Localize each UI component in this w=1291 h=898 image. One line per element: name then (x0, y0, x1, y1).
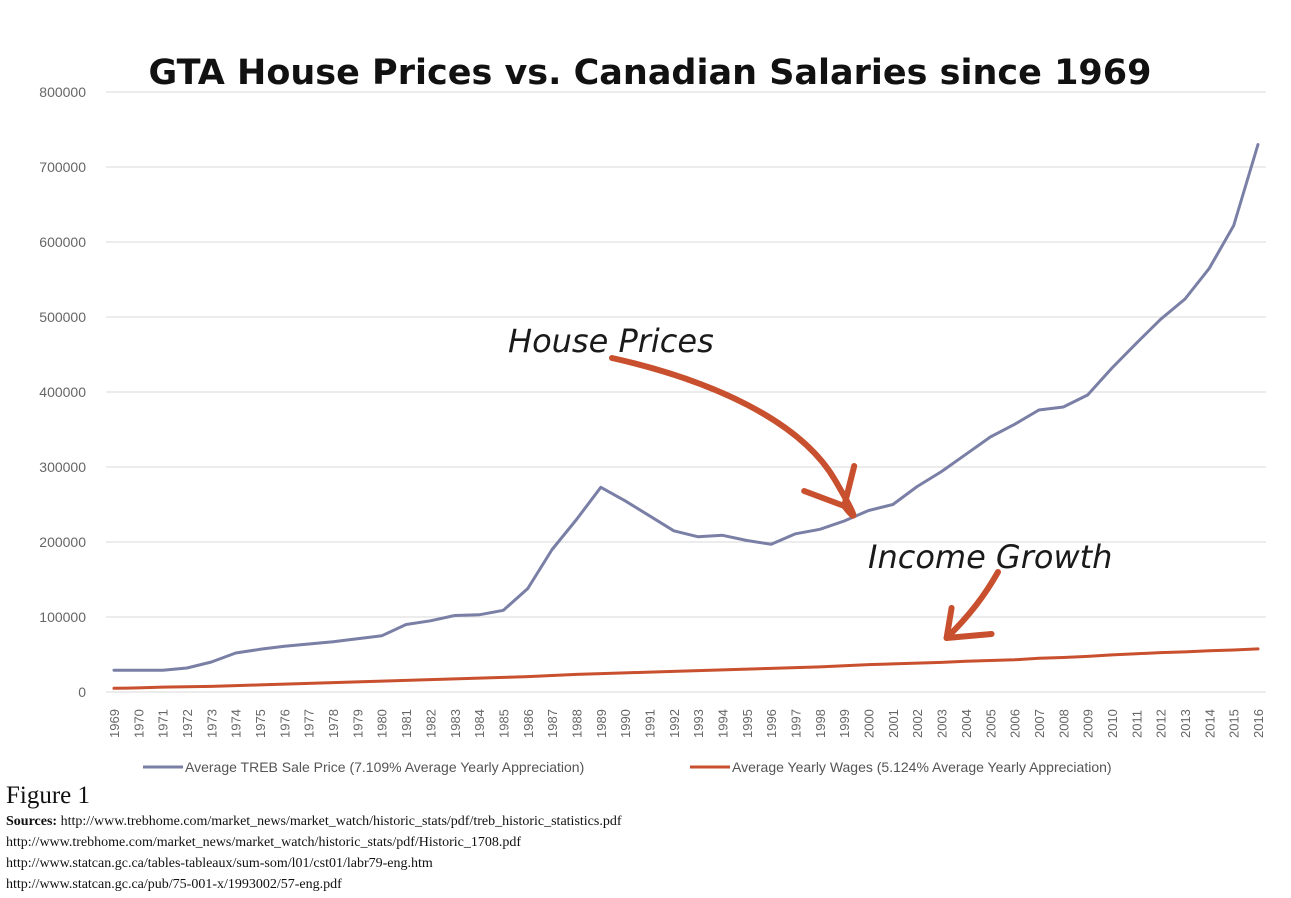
x-tick-label-1989: 1989 (594, 709, 609, 738)
x-tick-label-1975: 1975 (253, 709, 268, 738)
x-tick-label-1993: 1993 (691, 709, 706, 738)
chart-title: GTA House Prices vs. Canadian Salaries s… (149, 53, 1152, 93)
annotation-arrow-house-prices (609, 355, 857, 519)
x-tick-label-1970: 1970 (131, 709, 146, 738)
x-tick-label-2012: 2012 (1154, 709, 1169, 738)
x-tick-label-1986: 1986 (521, 709, 536, 738)
x-tick-label-2015: 2015 (1227, 709, 1242, 738)
sources-block: Sources: http://www.trebhome.com/market_… (6, 811, 622, 895)
x-tick-label-1973: 1973 (204, 709, 219, 738)
y-tick-label-400000: 400000 (39, 384, 86, 400)
x-tick-label-1979: 1979 (350, 709, 365, 738)
annotation-income-growth: Income Growth (868, 538, 1112, 576)
line-chart: GTA House Prices vs. Canadian Salaries s… (39, 53, 1266, 775)
source-url-2[interactable]: http://www.trebhome.com/market_news/mark… (6, 835, 522, 850)
x-tick-label-1992: 1992 (667, 709, 682, 738)
x-tick-label-1988: 1988 (569, 709, 584, 738)
x-tick-label-1969: 1969 (107, 709, 122, 738)
x-tick-label-1974: 1974 (229, 709, 244, 738)
legend-label-2: Average Yearly Wages (5.124% Average Yea… (732, 759, 1112, 775)
x-tick-label-1984: 1984 (472, 709, 487, 738)
x-tick-label-1976: 1976 (277, 709, 292, 738)
x-tick-label-1977: 1977 (302, 709, 317, 738)
y-tick-label-500000: 500000 (39, 309, 86, 325)
x-tick-label-1994: 1994 (716, 709, 731, 738)
source-url-4[interactable]: http://www.statcan.gc.ca/pub/75-001-x/19… (6, 877, 342, 892)
x-tick-label-2011: 2011 (1129, 710, 1144, 738)
x-tick-label-2005: 2005 (983, 709, 998, 738)
sources-label: Sources: (6, 814, 58, 829)
x-tick-label-2007: 2007 (1032, 709, 1047, 738)
series-line-2 (112, 647, 1260, 690)
annotation-house-prices: House Prices (508, 322, 714, 360)
x-tick-label-2009: 2009 (1081, 709, 1096, 738)
annotation-arrowhead-income-growth (943, 605, 995, 641)
legend-label-1: Average TREB Sale Price (7.109% Average … (185, 759, 584, 775)
x-tick-label-1997: 1997 (789, 709, 804, 738)
x-tick-label-1991: 1991 (642, 709, 657, 738)
y-tick-label-800000: 800000 (39, 84, 86, 100)
x-tick-label-2004: 2004 (959, 709, 974, 738)
x-tick-label-2014: 2014 (1202, 709, 1217, 738)
x-tick-label-1985: 1985 (496, 709, 511, 738)
annotation-arrow-income-growth (943, 569, 1001, 641)
x-tick-label-1983: 1983 (448, 709, 463, 738)
y-tick-label-600000: 600000 (39, 234, 86, 250)
annotation-arrowhead-house-prices (801, 463, 858, 509)
figure-caption: Figure 1 (6, 782, 91, 809)
x-tick-label-2013: 2013 (1178, 709, 1193, 738)
x-tick-label-1982: 1982 (423, 709, 438, 738)
x-tick-label-1981: 1981 (399, 709, 414, 738)
series-line-1 (112, 143, 1260, 672)
x-tick-label-1972: 1972 (180, 709, 195, 738)
y-tick-label-700000: 700000 (39, 159, 86, 175)
x-tick-label-1980: 1980 (375, 709, 390, 738)
x-tick-label-1998: 1998 (813, 709, 828, 738)
x-tick-label-2016: 2016 (1251, 709, 1266, 738)
x-tick-label-1978: 1978 (326, 709, 341, 738)
source-url-1[interactable]: http://www.trebhome.com/market_news/mark… (60, 814, 622, 829)
x-tick-label-1995: 1995 (740, 709, 755, 738)
chart-card: GTA House Prices vs. Canadian Salaries s… (10, 0, 1291, 785)
y-tick-label-100000: 100000 (39, 609, 86, 625)
x-tick-label-2001: 2001 (886, 709, 901, 738)
source-line-1: Sources: http://www.trebhome.com/market_… (6, 811, 622, 832)
x-tick-label-1987: 1987 (545, 709, 560, 738)
y-tick-label-200000: 200000 (39, 534, 86, 550)
source-url-3[interactable]: http://www.statcan.gc.ca/tables-tableaux… (6, 856, 433, 871)
x-tick-label-2010: 2010 (1105, 709, 1120, 738)
y-tick-label-0: 0 (78, 684, 86, 700)
x-tick-label-1999: 1999 (837, 709, 852, 738)
x-tick-label-2003: 2003 (935, 709, 950, 738)
x-tick-label-2000: 2000 (862, 709, 877, 738)
x-tick-label-1990: 1990 (618, 709, 633, 738)
y-tick-label-300000: 300000 (39, 459, 86, 475)
x-tick-label-2006: 2006 (1008, 709, 1023, 738)
x-tick-label-2008: 2008 (1056, 709, 1071, 738)
x-tick-label-1996: 1996 (764, 709, 779, 738)
x-tick-label-2002: 2002 (910, 709, 925, 738)
x-tick-label-1971: 1971 (156, 709, 171, 738)
